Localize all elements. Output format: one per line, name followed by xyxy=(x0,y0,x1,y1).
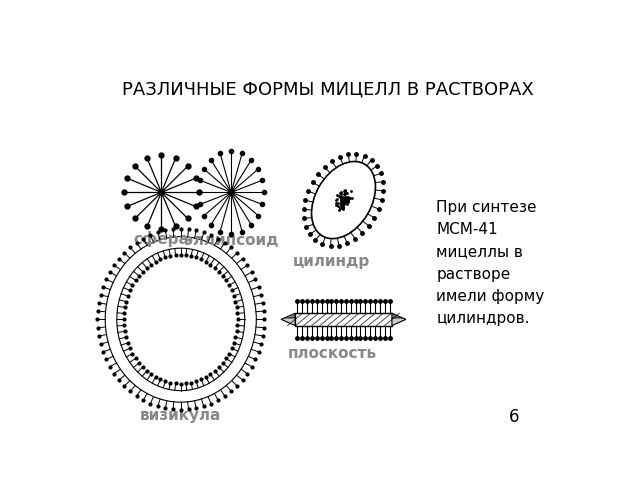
Text: визикула: визикула xyxy=(140,408,221,423)
Text: 6: 6 xyxy=(509,408,519,426)
Text: цилиндр: цилиндр xyxy=(293,254,371,269)
Text: эллипсоид: эллипсоид xyxy=(184,233,278,248)
Polygon shape xyxy=(281,313,295,325)
Ellipse shape xyxy=(312,161,376,239)
Bar xyxy=(295,313,392,325)
Text: плоскость: плоскость xyxy=(287,347,376,361)
Ellipse shape xyxy=(117,248,244,391)
Polygon shape xyxy=(392,313,406,325)
Text: сфера: сфера xyxy=(133,231,189,247)
Text: При синтезе
МСМ-41
мицеллы в
растворе
имели форму
цилиндров.: При синтезе МСМ-41 мицеллы в растворе им… xyxy=(436,200,545,326)
Ellipse shape xyxy=(105,237,256,402)
Text: РАЗЛИЧНЫЕ ФОРМЫ МИЦЕЛЛ В РАСТВОРАХ: РАЗЛИЧНЫЕ ФОРМЫ МИЦЕЛЛ В РАСТВОРАХ xyxy=(122,81,534,99)
